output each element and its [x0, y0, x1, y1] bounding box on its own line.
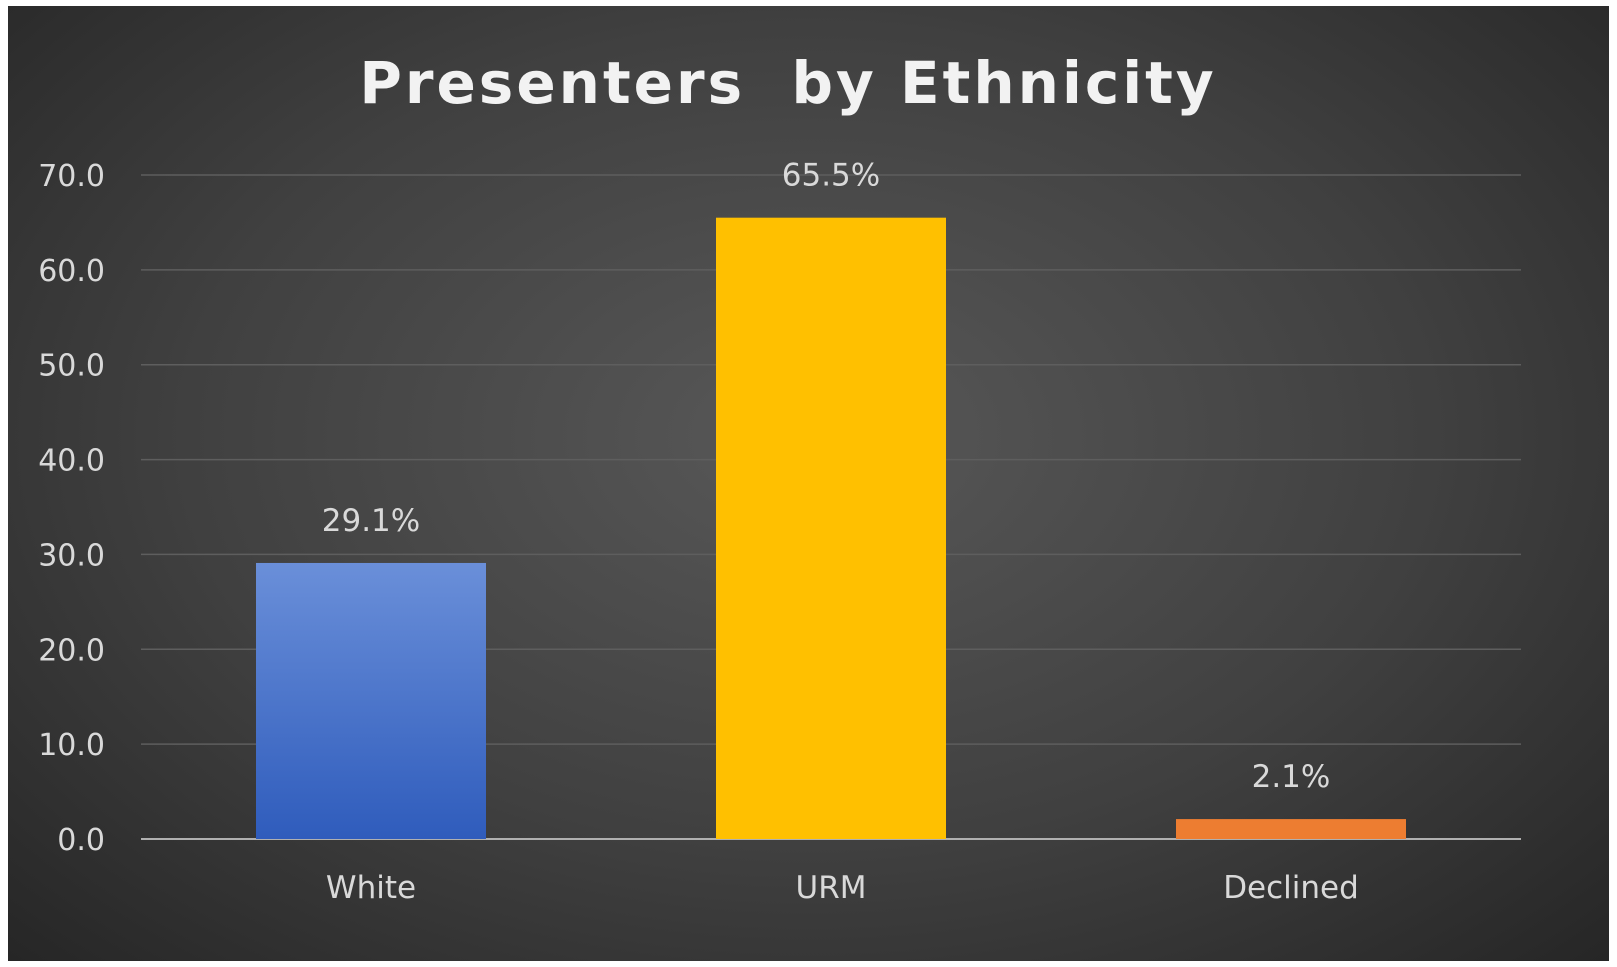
data-label-white: 29.1% — [322, 503, 420, 539]
category-label-declined: Declined — [1223, 870, 1359, 906]
y-axis-ticks: 0.0 10.0 20.0 30.0 40.0 50.0 60.0 70.0 — [38, 159, 105, 858]
y-tick-label: 70.0 — [38, 159, 105, 194]
y-tick-label: 60.0 — [38, 254, 105, 289]
category-label-urm: URM — [796, 870, 867, 906]
category-label-white: White — [326, 870, 416, 906]
bars — [256, 217, 1406, 839]
y-tick-label: 40.0 — [38, 444, 105, 479]
data-label-declined: 2.1% — [1252, 759, 1331, 795]
y-tick-label: 50.0 — [38, 349, 105, 384]
chart-panel: Presenters by Ethnicity 0.0 10.0 20.0 30.0 4… — [8, 6, 1609, 961]
bar-chart: Presenters by Ethnicity 0.0 10.0 20.0 30.0 4… — [38, 49, 1521, 906]
bar-declined — [1176, 819, 1406, 839]
x-axis-categories: White URM Declined — [326, 870, 1359, 906]
y-tick-label: 10.0 — [38, 728, 105, 763]
data-labels: 29.1% 65.5% 2.1% — [322, 158, 1331, 795]
chart-title: Presenters by Ethnicity — [359, 49, 1216, 117]
data-label-urm: 65.5% — [782, 158, 880, 194]
y-tick-label: 30.0 — [38, 538, 105, 573]
bar-white — [256, 562, 486, 839]
y-tick-label: 20.0 — [38, 633, 105, 668]
bar-urm — [716, 217, 946, 839]
y-tick-label: 0.0 — [57, 823, 105, 858]
